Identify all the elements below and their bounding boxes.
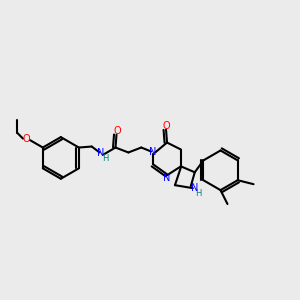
Text: N: N [191,183,199,193]
Text: H: H [102,154,109,163]
Text: O: O [114,126,121,136]
Text: O: O [162,121,170,131]
Text: N: N [163,173,171,183]
Text: N: N [149,148,157,158]
Text: O: O [22,134,30,144]
Text: N: N [97,148,104,158]
Text: H: H [196,189,202,198]
